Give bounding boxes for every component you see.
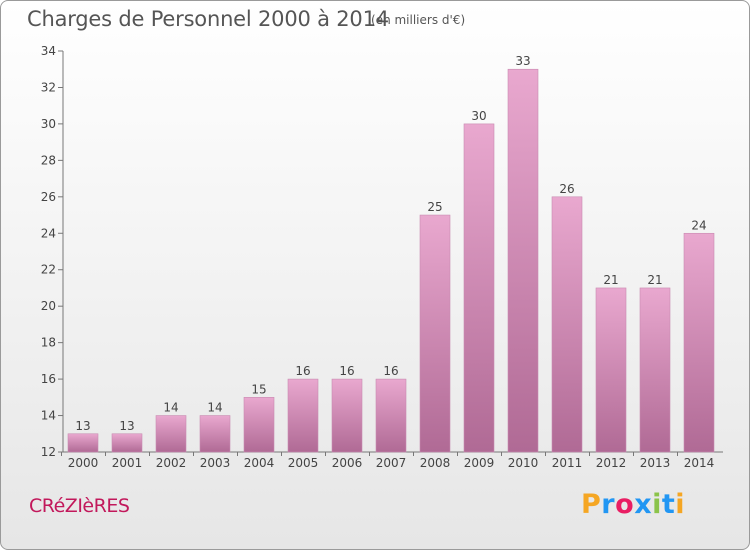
bar-value-label: 24 (691, 218, 706, 232)
bar-2004 (243, 397, 275, 453)
x-tick-label: 2002 (156, 456, 187, 470)
bar-value-label: 15 (251, 382, 266, 396)
bar-2011 (551, 196, 583, 453)
bar-value-label: 13 (75, 419, 90, 433)
x-tick-label: 2001 (112, 456, 143, 470)
x-tick-label: 2003 (200, 456, 231, 470)
x-tick-label: 2007 (376, 456, 407, 470)
bar-value-label: 13 (119, 419, 134, 433)
bar-value-label: 14 (163, 401, 178, 415)
x-tick-label: 2013 (640, 456, 671, 470)
logo-letter: i (675, 489, 686, 520)
bar-2001 (111, 433, 143, 453)
bar-value-label: 14 (207, 401, 222, 415)
x-tick-label: 2005 (288, 456, 319, 470)
x-tick-label: 2008 (420, 456, 451, 470)
logo-letter: i (652, 489, 662, 520)
y-tick-label: 16 (41, 372, 56, 386)
x-tick-label: 2012 (596, 456, 627, 470)
bar-2006 (331, 378, 363, 453)
bar-2008 (419, 214, 451, 453)
axes: 12 14 16 18 20 22 24 26 28 30 32 34 2000 2001 2002 2003… (41, 44, 723, 470)
bar-2014 (683, 232, 715, 453)
y-tick-label: 22 (41, 263, 56, 277)
bar-2000 (67, 433, 99, 453)
logo-letter: P (581, 489, 602, 520)
bar-2002 (155, 415, 187, 453)
bar-2012 (595, 287, 627, 453)
y-tick-label: 28 (41, 153, 56, 167)
chart-title: Charges de Personnel 2000 à 2014 (27, 7, 389, 31)
x-tick-label: 2011 (552, 456, 583, 470)
y-tick-label: 26 (41, 190, 56, 204)
x-tick-label: 2009 (464, 456, 495, 470)
bar-2003 (199, 415, 231, 453)
data-labels: 13 13 14 14 15 16 16 16 25 30 33 26 21 21 24 (75, 54, 706, 433)
x-tick-label: 2014 (684, 456, 715, 470)
bar-2005 (287, 378, 319, 453)
bar-value-label: 16 (383, 364, 398, 378)
bar-2007 (375, 378, 407, 453)
y-tick-label: 32 (41, 80, 56, 94)
proxiti-logo: Proxiti (581, 489, 685, 520)
logo-letter: r (601, 489, 616, 520)
y-tick-label: 30 (41, 117, 56, 131)
y-tick-label: 14 (41, 409, 56, 423)
x-tick-label: 2004 (244, 456, 275, 470)
y-tick-label: 18 (41, 336, 56, 350)
logo-letter: x (634, 489, 653, 520)
bar-value-label: 16 (339, 364, 354, 378)
bar-value-label: 26 (559, 182, 574, 196)
bar-value-label: 21 (603, 273, 618, 287)
bar-value-label: 30 (471, 109, 486, 123)
commune-name: CRéZIèRES (29, 495, 130, 517)
logo-letter: o (615, 489, 635, 520)
bar-value-label: 25 (427, 200, 442, 214)
bar-value-label: 33 (515, 54, 530, 68)
x-tick-label: 2000 (68, 456, 99, 470)
x-tick-label: 2010 (508, 456, 539, 470)
y-tick-label: 34 (41, 44, 56, 58)
bar-2013 (639, 287, 671, 453)
y-tick-label: 24 (41, 226, 56, 240)
y-tick-label: 12 (41, 445, 56, 459)
y-tick-label: 20 (41, 299, 56, 313)
x-tick-label: 2006 (332, 456, 363, 470)
bar-value-label: 16 (295, 364, 310, 378)
bar-2010 (507, 68, 539, 453)
bar-2009 (463, 123, 495, 453)
chart-subtitle: (en milliers d'€) (371, 13, 466, 27)
logo-letter: t (661, 489, 676, 520)
bar-value-label: 21 (647, 273, 662, 287)
bars (67, 68, 715, 453)
